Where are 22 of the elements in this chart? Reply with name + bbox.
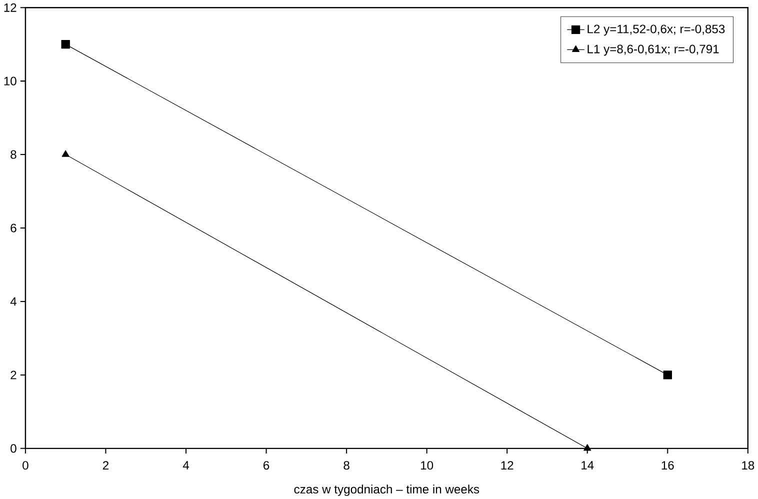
- x-axis-title: czas w tygodniach – time in weeks: [294, 484, 480, 496]
- x-tick-label: 4: [182, 460, 190, 470]
- legend-label: L1 y=8,6-0,61x; r=-0,791: [588, 44, 719, 56]
- x-tick-label: 12: [501, 460, 514, 470]
- point: [663, 370, 672, 380]
- y-tick-label: 2: [10, 370, 16, 380]
- y-tick-label: 4: [10, 297, 16, 306]
- x-tick-label: 8: [344, 460, 350, 470]
- y-tick-label: 6: [10, 224, 16, 232]
- legend-label: L2 y=11,52-0,6x; r=-0,853: [588, 24, 725, 36]
- x-tick-label: 2: [102, 460, 108, 470]
- y-tick-label: 12: [4, 3, 16, 12]
- y-tick-label: 0: [10, 444, 16, 453]
- y-tick-label: 8: [10, 150, 16, 159]
- x-tick-label: 10: [420, 460, 434, 470]
- x-tick-label: 16: [662, 460, 674, 470]
- point: [61, 40, 70, 49]
- x-tick-label: 0: [22, 460, 28, 470]
- y-tick-label: 10: [4, 76, 16, 86]
- x-tick-label: 6: [264, 460, 270, 470]
- x-tick-label: 18: [742, 460, 754, 470]
- x-tick-label: 14: [582, 460, 594, 470]
